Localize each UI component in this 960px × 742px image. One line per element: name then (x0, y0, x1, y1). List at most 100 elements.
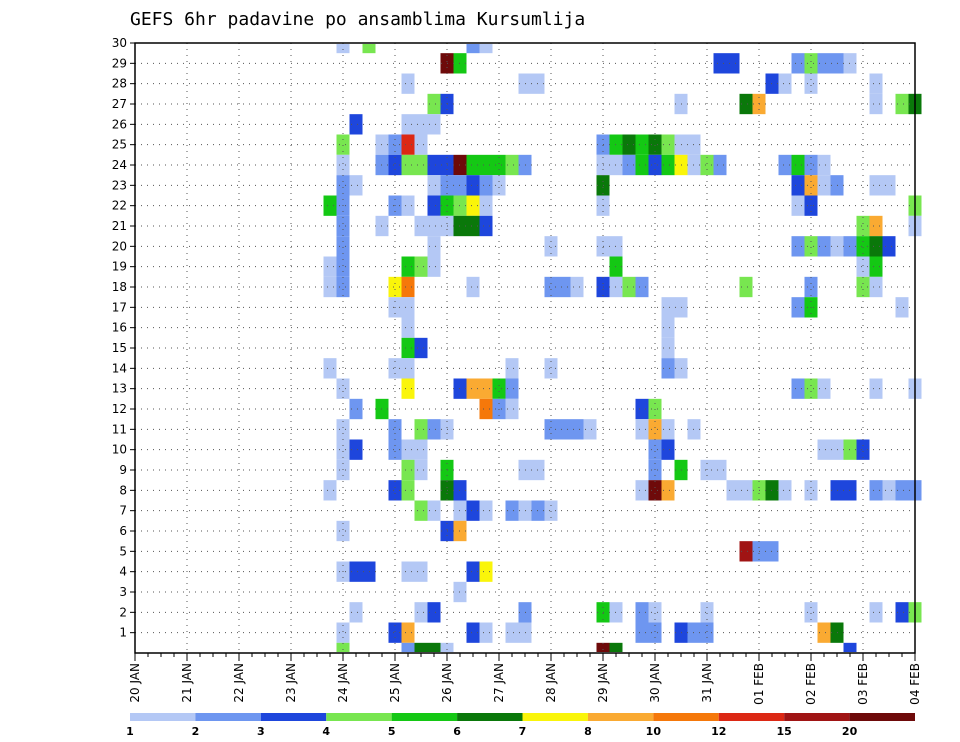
heatmap-cell (401, 561, 415, 582)
heatmap-cell (440, 642, 454, 652)
y-tick-label: 6 (119, 524, 127, 538)
heatmap-cell (739, 541, 753, 562)
legend-label: 7 (519, 725, 527, 738)
heatmap-cell (869, 236, 883, 257)
legend-swatch (653, 713, 719, 721)
heatmap-cell (661, 154, 675, 176)
heatmap-cell (479, 622, 493, 643)
heatmap-cell (388, 480, 402, 501)
heatmap-cell (622, 276, 636, 298)
heatmap-cell (479, 398, 493, 420)
heatmap-cell (336, 236, 350, 257)
heatmap-cell (427, 215, 441, 237)
heatmap-cell (804, 175, 818, 196)
heatmap-cell (882, 236, 896, 257)
legend-label: 1 (126, 725, 134, 738)
heatmap-cell (635, 622, 649, 643)
y-tick-label: 16 (112, 321, 127, 335)
heatmap-cell (622, 134, 636, 155)
heatmap-cell (479, 378, 493, 399)
x-tick-label: 03 FEB (856, 663, 870, 705)
heatmap-cell (349, 439, 363, 460)
heatmap-cell (479, 195, 493, 216)
heatmap-cell (401, 195, 415, 216)
legend-label: 4 (322, 725, 330, 738)
heatmap-cell (401, 439, 415, 460)
heatmap-cell (856, 276, 870, 298)
heatmap-cell (427, 500, 441, 521)
y-tick-label: 21 (112, 219, 127, 233)
heatmap-cell (661, 419, 675, 440)
heatmap-cell (323, 480, 337, 501)
heatmap-cell (791, 297, 805, 318)
heatmap-cell (414, 642, 428, 652)
heatmap-cell (414, 215, 428, 237)
x-tick-label: 01 FEB (752, 663, 766, 705)
heatmap-cell (635, 602, 649, 623)
heatmap-cell (817, 378, 831, 399)
y-tick-label: 13 (112, 382, 127, 396)
heatmap-cell (895, 297, 909, 318)
heatmap-cell (323, 256, 337, 277)
y-tick-label: 28 (112, 77, 127, 91)
heatmap-cell (726, 480, 740, 501)
legend-swatch (587, 713, 654, 721)
x-tick-label: 20 JAN (128, 663, 142, 703)
heatmap-cell (336, 215, 350, 237)
legend-swatch (195, 713, 261, 721)
heatmap-cell (349, 561, 363, 582)
heatmap-cell (817, 622, 831, 643)
heatmap-cell (362, 44, 376, 54)
x-tick-label: 30 JAN (648, 663, 662, 703)
heatmap-cell (414, 134, 428, 155)
heatmap-cell (557, 276, 571, 298)
y-tick-label: 17 (112, 300, 127, 314)
heatmap-cell (479, 44, 493, 54)
heatmap-cell (622, 154, 636, 176)
heatmap-cell (466, 500, 480, 521)
heatmap-cell (609, 642, 623, 652)
y-tick-label: 15 (112, 341, 127, 355)
heatmap-cell (661, 358, 675, 379)
heatmap-cell (570, 276, 584, 298)
y-tick-label: 30 (112, 36, 127, 50)
legend-label: 20 (842, 725, 858, 738)
heatmap-cell (804, 53, 818, 74)
heatmap-cell (544, 419, 558, 440)
heatmap-cell (336, 419, 350, 440)
heatmap-cell (739, 276, 753, 298)
heatmap-cell (336, 439, 350, 460)
y-tick-label: 4 (119, 565, 127, 579)
heatmap-cell (336, 378, 350, 399)
heatmap-cell (843, 642, 857, 652)
heatmap-cell (804, 73, 818, 94)
heatmap-cell (804, 602, 818, 623)
heatmap-cell (466, 561, 480, 582)
heatmap-cell (596, 642, 610, 652)
heatmap-cell (739, 93, 753, 115)
heatmap-cell (895, 93, 909, 115)
legend-swatch (260, 713, 327, 721)
y-tick-label: 11 (112, 422, 127, 436)
heatmap-cell (427, 256, 441, 277)
heatmap-cell (388, 134, 402, 155)
heatmap-cell (401, 256, 415, 277)
heatmap-cell (336, 154, 350, 176)
heatmap-cell (713, 154, 727, 176)
heatmap-cell (414, 602, 428, 623)
heatmap-cell (544, 358, 558, 379)
heatmap-cell (856, 439, 870, 460)
x-tick-label: 29 JAN (596, 663, 610, 703)
heatmap-cell (492, 175, 506, 196)
heatmap-cell (427, 114, 441, 135)
y-tick-label: 25 (112, 138, 127, 152)
heatmap-cell (479, 561, 493, 582)
heatmap-cell (466, 154, 480, 176)
y-tick-label: 3 (119, 585, 127, 599)
heatmap-cell (869, 256, 883, 277)
heatmap-cell (336, 520, 350, 542)
heatmap-cell (791, 236, 805, 257)
legend-label: 2 (192, 725, 200, 738)
heatmap-cell (804, 480, 818, 501)
heatmap-cell (791, 154, 805, 176)
